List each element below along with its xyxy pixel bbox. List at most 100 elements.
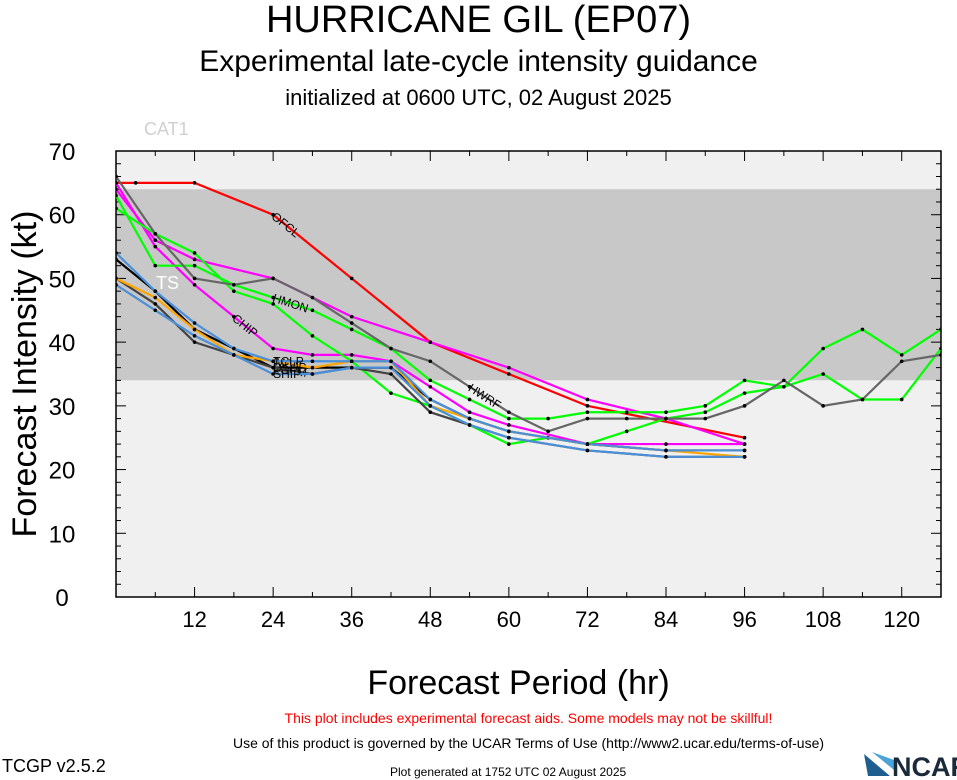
data-point-tclp bbox=[192, 321, 197, 325]
series-line-hwrf bbox=[116, 175, 941, 433]
terms-of-use: Use of this product is governed by the U… bbox=[232, 735, 825, 751]
data-point-lgem bbox=[192, 340, 197, 344]
data-point-tclp bbox=[349, 359, 354, 364]
data-point-hmon bbox=[703, 404, 708, 408]
data-point-tclp bbox=[585, 442, 590, 446]
data-point-chip bbox=[507, 365, 511, 370]
chart-title: HURRICANE GIL (EP07) bbox=[265, 0, 692, 41]
data-point-hwrf bbox=[624, 416, 629, 421]
data-point-ivcn bbox=[153, 295, 158, 300]
intensity-band bbox=[116, 380, 941, 597]
data-point-tclp bbox=[116, 251, 118, 255]
data-point-chip bbox=[153, 244, 158, 249]
data-point-hwrf bbox=[939, 353, 941, 357]
data-point-tclp bbox=[467, 416, 472, 421]
data-point-lgem bbox=[428, 410, 433, 415]
band-label: TS bbox=[156, 273, 179, 293]
data-point-hmon bbox=[939, 327, 941, 332]
data-point-hwrf bbox=[899, 359, 904, 364]
ncar-logo-mark-accent bbox=[872, 752, 894, 770]
data-point-chip bbox=[192, 257, 197, 262]
data-point-ivcn bbox=[192, 327, 197, 332]
data-point-hmon bbox=[116, 193, 118, 198]
data-point-hwrf bbox=[703, 416, 708, 421]
data-point-hwrf bbox=[153, 232, 158, 236]
data-point-hmon bbox=[271, 295, 275, 300]
data-point-hmon bbox=[310, 308, 315, 313]
data-point-ctcx bbox=[507, 442, 511, 446]
series-line-chip bbox=[116, 188, 745, 446]
data-point-tclp bbox=[153, 289, 158, 293]
data-point-ctcx bbox=[624, 429, 629, 434]
data-point-tclp bbox=[389, 359, 393, 364]
data-point-chip bbox=[664, 442, 668, 446]
data-point-tclp bbox=[664, 448, 668, 453]
data-point-chip bbox=[428, 340, 433, 344]
data-point-ctcx bbox=[271, 302, 275, 306]
data-point-ctcx bbox=[192, 251, 197, 255]
data-point-ctcx bbox=[232, 289, 236, 293]
data-point-tclp bbox=[507, 429, 511, 434]
y-tick-label: 20 bbox=[49, 458, 76, 485]
data-point-chip bbox=[349, 314, 354, 319]
data-point-ship bbox=[153, 308, 158, 313]
data-point-ofcl bbox=[349, 276, 354, 281]
y-tick-label: 40 bbox=[49, 330, 76, 357]
series-label-ship: SHIP bbox=[273, 367, 301, 381]
y-tick-label: 0 bbox=[55, 585, 68, 612]
data-point-ship bbox=[428, 404, 433, 408]
data-point-hwrf bbox=[116, 174, 118, 179]
x-tick-label: 48 bbox=[418, 607, 442, 632]
x-tick-label: 36 bbox=[339, 607, 363, 632]
data-point-ofcl bbox=[742, 435, 747, 440]
data-point-hmon bbox=[507, 416, 511, 421]
data-point-hmon bbox=[349, 327, 354, 332]
data-point-chip bbox=[585, 397, 590, 402]
data-point-tclp bbox=[232, 346, 236, 351]
data-point-lgem bbox=[389, 372, 393, 376]
ncar-logo-text: NCAR bbox=[892, 752, 957, 780]
data-point-ship bbox=[664, 455, 668, 459]
ncar-logo-mark bbox=[864, 754, 890, 776]
x-tick-label: 96 bbox=[732, 607, 756, 632]
x-tick-label: 108 bbox=[805, 607, 842, 632]
data-point-tclp bbox=[271, 359, 275, 364]
data-point-hwrf bbox=[192, 276, 197, 281]
data-point-hwrf bbox=[467, 384, 472, 389]
data-point-ofcl bbox=[192, 181, 197, 185]
ncar-logo: NCAR bbox=[864, 752, 957, 780]
data-point-hwrf bbox=[585, 416, 590, 421]
chart-subtitle: Experimental late-cycle intensity guidan… bbox=[199, 45, 758, 78]
data-point-lgem bbox=[153, 302, 158, 306]
data-point-hmon bbox=[742, 378, 747, 383]
data-point-ctcx bbox=[821, 372, 825, 376]
data-point-ctcx bbox=[939, 346, 941, 351]
data-point-hmon bbox=[624, 410, 629, 415]
data-point-chip bbox=[507, 423, 511, 427]
data-point-chip bbox=[116, 187, 118, 192]
x-tick-label: 24 bbox=[261, 607, 285, 632]
data-point-tclp bbox=[310, 359, 315, 364]
data-point-hmon bbox=[664, 410, 668, 415]
data-point-hmon bbox=[546, 416, 550, 421]
data-point-lgem bbox=[271, 365, 275, 370]
data-point-hmon bbox=[860, 327, 865, 332]
version-label: TCGP v2.5.2 bbox=[2, 756, 106, 776]
data-point-ctcx bbox=[310, 333, 315, 338]
x-tick-label: 84 bbox=[654, 607, 678, 632]
data-point-hmon bbox=[467, 397, 472, 402]
data-point-tclp bbox=[742, 448, 747, 453]
data-point-chip bbox=[153, 238, 158, 242]
data-point-chip bbox=[232, 314, 236, 319]
data-point-hwrf bbox=[349, 321, 354, 325]
data-point-chip bbox=[271, 346, 275, 351]
data-point-ofcl bbox=[585, 404, 590, 408]
data-point-hmon bbox=[821, 346, 825, 351]
data-point-chip bbox=[310, 353, 315, 357]
data-point-ship bbox=[467, 423, 472, 427]
data-point-ship bbox=[389, 365, 393, 370]
series-label-ivcn: IVCN bbox=[272, 354, 303, 372]
data-point-chip bbox=[428, 384, 433, 389]
data-point-ship bbox=[192, 333, 197, 338]
data-point-ship bbox=[742, 455, 747, 459]
